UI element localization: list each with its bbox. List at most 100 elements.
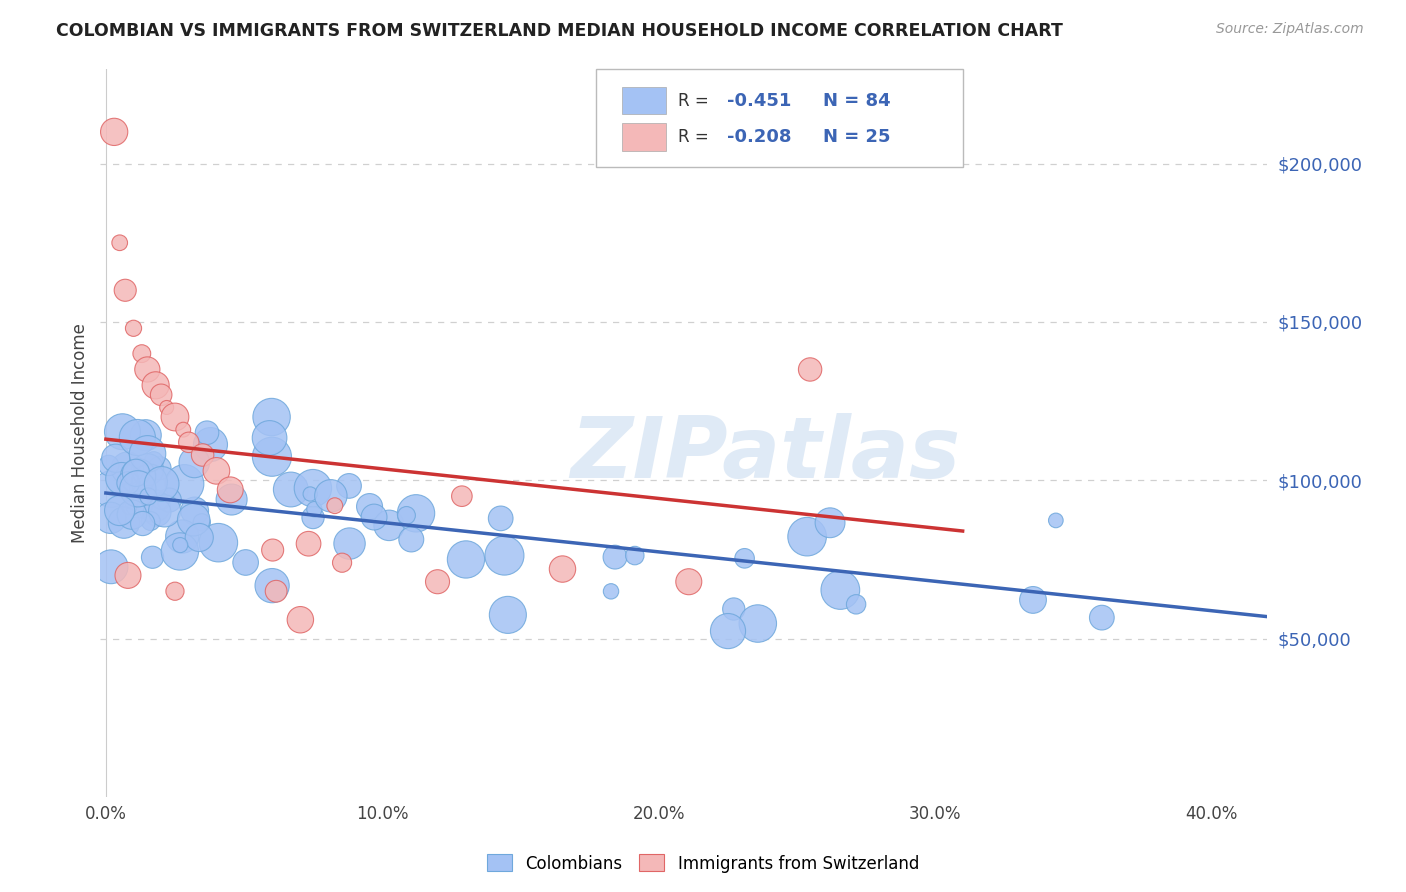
Point bbox=[111, 425, 134, 439]
Point bbox=[150, 476, 173, 491]
Point bbox=[734, 551, 756, 566]
Point bbox=[142, 499, 165, 513]
Point bbox=[131, 346, 153, 360]
Point bbox=[264, 584, 287, 599]
Point bbox=[426, 574, 449, 589]
Point bbox=[117, 461, 139, 475]
Point bbox=[259, 431, 281, 445]
Point bbox=[219, 483, 242, 497]
Point bbox=[302, 481, 325, 495]
Point bbox=[117, 475, 139, 490]
Point bbox=[262, 579, 284, 593]
Point bbox=[183, 513, 205, 527]
Point bbox=[169, 538, 191, 552]
Point bbox=[172, 529, 194, 543]
Point bbox=[177, 435, 200, 450]
Point bbox=[149, 494, 172, 508]
Point bbox=[136, 362, 159, 376]
Point bbox=[280, 483, 302, 497]
Point bbox=[188, 531, 211, 545]
Point bbox=[401, 533, 423, 547]
Point bbox=[678, 574, 700, 589]
Text: -0.208: -0.208 bbox=[727, 128, 792, 146]
Text: Source: ZipAtlas.com: Source: ZipAtlas.com bbox=[1216, 22, 1364, 37]
Point bbox=[148, 461, 170, 475]
Point bbox=[112, 516, 135, 530]
Point bbox=[319, 489, 342, 503]
Point bbox=[454, 552, 477, 566]
Point bbox=[131, 516, 153, 531]
Point bbox=[489, 511, 512, 525]
Point bbox=[100, 559, 122, 574]
Legend: Colombians, Immigrants from Switzerland: Colombians, Immigrants from Switzerland bbox=[481, 847, 925, 880]
Point bbox=[97, 458, 120, 473]
Text: R =: R = bbox=[678, 92, 714, 110]
Point bbox=[153, 504, 176, 518]
Point bbox=[405, 506, 427, 520]
Point bbox=[1045, 513, 1067, 527]
Point bbox=[163, 409, 186, 424]
Y-axis label: Median Household Income: Median Household Income bbox=[72, 323, 89, 542]
Point bbox=[845, 598, 868, 612]
Point bbox=[830, 582, 852, 597]
Point bbox=[395, 508, 418, 523]
Point bbox=[451, 489, 474, 503]
Point bbox=[260, 410, 283, 425]
FancyBboxPatch shape bbox=[596, 69, 963, 167]
Text: -0.451: -0.451 bbox=[727, 92, 792, 110]
Point bbox=[195, 425, 218, 440]
Point bbox=[747, 616, 769, 631]
Point bbox=[127, 482, 149, 496]
Point bbox=[359, 500, 381, 514]
Point bbox=[141, 550, 163, 565]
Point bbox=[323, 499, 346, 513]
Point bbox=[1091, 610, 1114, 624]
Point bbox=[146, 505, 169, 519]
Point bbox=[600, 584, 623, 599]
Point bbox=[127, 430, 149, 444]
Point bbox=[183, 504, 205, 518]
Point bbox=[157, 493, 180, 508]
Point bbox=[551, 562, 574, 576]
Point bbox=[125, 466, 148, 480]
Point bbox=[111, 471, 134, 485]
Point bbox=[128, 498, 150, 512]
Point bbox=[339, 536, 361, 550]
Point bbox=[138, 475, 160, 489]
Point bbox=[127, 469, 149, 483]
Point bbox=[103, 125, 125, 139]
Point bbox=[122, 321, 145, 335]
Point bbox=[191, 516, 214, 530]
Point bbox=[156, 401, 179, 415]
Text: N = 25: N = 25 bbox=[824, 128, 891, 146]
Text: N = 84: N = 84 bbox=[824, 92, 891, 110]
Point bbox=[145, 378, 167, 392]
Point bbox=[117, 568, 139, 582]
Point bbox=[290, 613, 312, 627]
Point bbox=[494, 549, 516, 563]
Point bbox=[191, 448, 214, 462]
Point bbox=[496, 607, 519, 622]
Point bbox=[172, 423, 194, 437]
Point bbox=[138, 490, 160, 504]
Point bbox=[136, 447, 159, 461]
Point bbox=[114, 283, 136, 297]
Point bbox=[173, 477, 195, 491]
Point bbox=[302, 510, 325, 524]
Point bbox=[1022, 593, 1045, 607]
Point bbox=[139, 514, 162, 528]
Point bbox=[205, 464, 228, 478]
Text: ZIPatlas: ZIPatlas bbox=[569, 413, 960, 496]
Point bbox=[363, 510, 385, 524]
Point bbox=[150, 388, 173, 402]
Point bbox=[100, 511, 122, 525]
Text: R =: R = bbox=[678, 128, 714, 146]
Point bbox=[169, 544, 191, 558]
Point bbox=[623, 549, 645, 563]
Point bbox=[121, 508, 143, 522]
Point bbox=[796, 530, 818, 544]
FancyBboxPatch shape bbox=[621, 87, 666, 114]
Point bbox=[799, 362, 821, 376]
Point bbox=[262, 543, 284, 558]
Point bbox=[104, 451, 127, 466]
